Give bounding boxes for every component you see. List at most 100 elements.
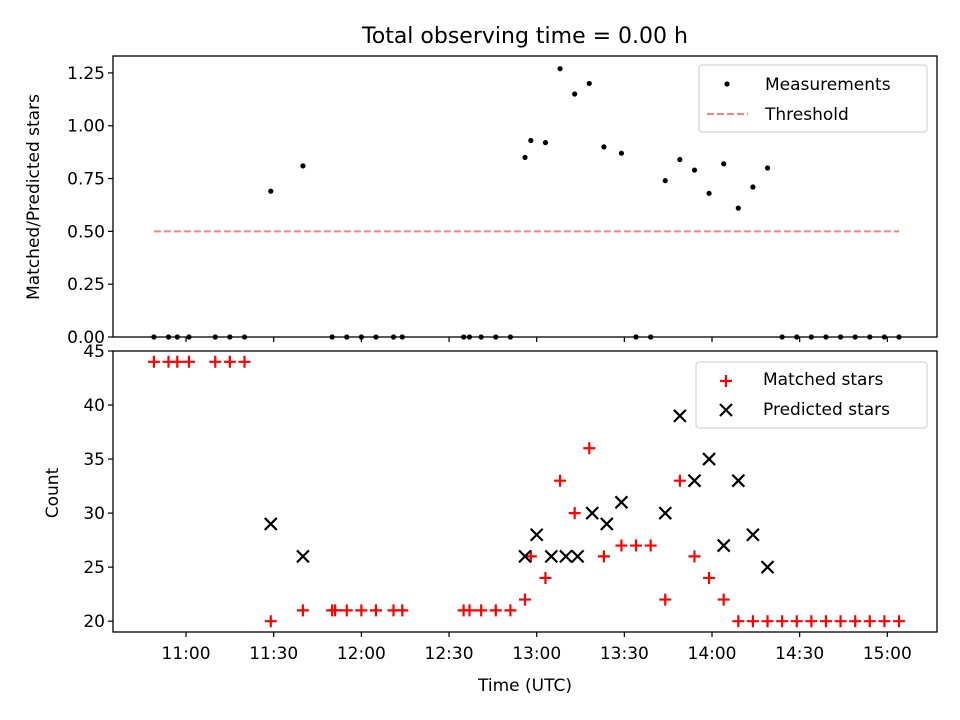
matched-stars-point xyxy=(223,355,236,368)
count-plot-legend: Matched stars Predicted stars xyxy=(695,361,928,429)
y-tick-label: 0.75 xyxy=(67,170,105,190)
matched-stars-point xyxy=(615,539,628,552)
count-plot-xlabel: Time (UTC) xyxy=(477,676,572,696)
x-tick-label: 13:30 xyxy=(600,644,649,664)
matched-stars-point xyxy=(182,355,195,368)
predicted-stars-point xyxy=(731,473,746,488)
x-tick-label: 14:00 xyxy=(688,644,737,664)
ratio-plot-frame xyxy=(112,55,938,338)
predicted-stars-point xyxy=(518,549,532,564)
predicted-stars-point xyxy=(687,473,702,488)
ratio-plot: Matched/Predicted stars 0.00 0.25 0.50 0.75… xyxy=(24,55,938,348)
y-tick-label: 1.25 xyxy=(67,64,105,84)
ratio-plot-ylabel: Matched/Predicted stars xyxy=(24,94,44,300)
matched-stars-point xyxy=(819,615,832,628)
measurement-point xyxy=(764,165,771,171)
matched-stars-point xyxy=(504,604,517,617)
y-tick-label: 20 xyxy=(83,612,105,632)
measurement-point xyxy=(300,163,306,169)
matched-stars-point xyxy=(475,604,488,617)
predicted-stars-point xyxy=(570,549,585,564)
legend-box xyxy=(698,64,928,133)
legend-threshold-label: Threshold xyxy=(764,105,849,125)
matched-stars-point xyxy=(147,355,160,368)
predicted-stars-point xyxy=(559,549,573,564)
x-tick-label: 12:00 xyxy=(337,644,386,664)
ratio-plot-legend: Measurements Threshold xyxy=(698,64,928,133)
legend-matched-label: Matched stars xyxy=(763,370,883,390)
measurement-point xyxy=(677,156,683,163)
matched-stars-point xyxy=(776,615,789,628)
matched-stars-point xyxy=(834,615,847,628)
y-tick-label: 35 xyxy=(83,450,105,470)
x-tick-label: 13:00 xyxy=(512,644,561,664)
matched-stars-point xyxy=(568,507,581,520)
matched-stars-point xyxy=(703,571,716,584)
matched-stars-point xyxy=(893,615,906,628)
predicted-stars-point xyxy=(585,506,599,520)
count-plot: Count Time (UTC) 20 25 30 35 40 45 11:00 11:30 1… xyxy=(43,342,938,696)
matched-stars-point xyxy=(340,604,353,617)
measurement-point xyxy=(522,154,528,161)
legend-predicted-label: Predicted stars xyxy=(763,400,890,420)
matched-stars-point xyxy=(296,604,309,617)
legend-measurements-marker xyxy=(724,81,730,87)
matched-stars-point xyxy=(878,615,891,628)
y-tick-label: 0.50 xyxy=(67,222,105,242)
x-tick-label: 11:00 xyxy=(162,644,211,664)
predicted-stars-point xyxy=(544,549,559,564)
y-tick-label: 1.00 xyxy=(67,117,105,137)
predicted-stars-point xyxy=(673,409,687,423)
y-tick-label: 0.25 xyxy=(67,275,105,295)
matched-stars-point xyxy=(539,571,552,584)
x-tick-label: 14:30 xyxy=(775,644,824,664)
count-plot-ticks: 20 25 30 35 40 45 11:00 11:30 12:00 12:30 13:00 13:… xyxy=(83,342,911,664)
matched-stars-point xyxy=(209,355,222,368)
y-tick-label: 25 xyxy=(83,558,105,578)
count-plot-marks xyxy=(147,355,906,628)
matched-stars-point xyxy=(519,593,531,606)
measurement-point xyxy=(706,190,712,196)
measurement-point xyxy=(528,137,534,144)
predicted-stars-point xyxy=(716,538,731,553)
measurement-point xyxy=(750,184,756,190)
predicted-stars-point xyxy=(760,560,775,574)
measurement-point xyxy=(691,167,698,173)
predicted-stars-point xyxy=(658,506,673,520)
matched-stars-point xyxy=(863,615,876,628)
x-tick-label: 11:30 xyxy=(249,644,298,664)
matched-stars-point xyxy=(489,604,502,617)
measurement-point xyxy=(268,188,274,194)
matched-stars-point xyxy=(790,615,803,628)
legend-measurements-label: Measurements xyxy=(765,75,891,95)
measurement-point xyxy=(735,205,741,211)
matched-stars-point xyxy=(583,442,596,455)
matched-stars-point xyxy=(688,550,701,563)
matched-stars-point xyxy=(355,604,368,617)
y-tick-label: 40 xyxy=(83,396,105,416)
predicted-stars-point xyxy=(296,549,310,564)
matched-stars-point xyxy=(644,539,657,552)
matched-stars-point xyxy=(659,593,672,606)
matched-stars-point xyxy=(805,615,818,628)
count-plot-frame xyxy=(112,350,938,633)
predicted-stars-point xyxy=(600,517,614,531)
x-tick-label: 12:30 xyxy=(425,644,474,664)
measurement-point xyxy=(601,144,607,150)
count-plot-ylabel: Count xyxy=(43,467,63,518)
predicted-stars-point xyxy=(614,495,629,510)
x-tick-label: 15:00 xyxy=(863,644,912,664)
predicted-stars-point xyxy=(529,527,544,542)
matched-stars-point xyxy=(264,615,277,628)
matched-stars-point xyxy=(630,539,643,552)
predicted-stars-point xyxy=(746,527,760,542)
y-tick-label: 45 xyxy=(83,342,105,362)
matched-stars-point xyxy=(238,355,251,368)
y-tick-label: 30 xyxy=(83,504,105,524)
legend-box xyxy=(695,361,928,429)
matched-stars-point xyxy=(732,615,745,628)
matched-stars-point xyxy=(849,615,862,628)
matched-stars-point xyxy=(761,615,774,628)
measurement-point xyxy=(557,66,563,72)
